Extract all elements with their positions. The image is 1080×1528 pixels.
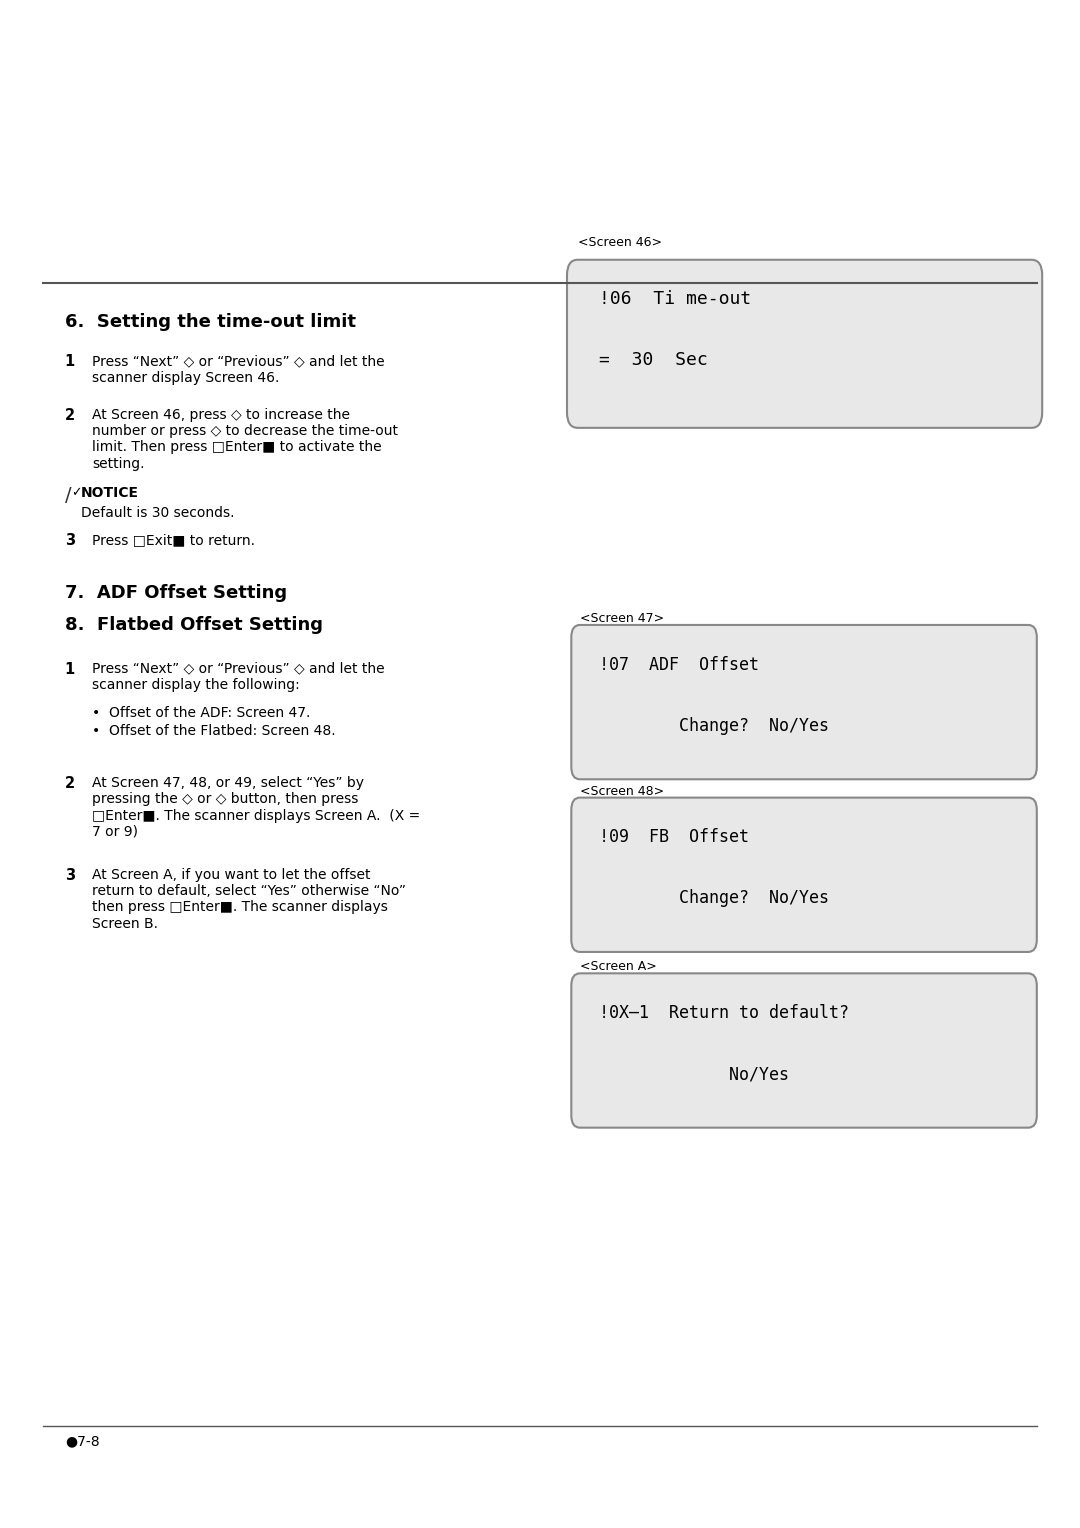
Text: !07  ADF  Offset: !07 ADF Offset bbox=[599, 656, 759, 674]
Text: 6.  Setting the time-out limit: 6. Setting the time-out limit bbox=[65, 313, 355, 332]
Text: ●7-8: ●7-8 bbox=[65, 1435, 99, 1449]
Text: <Screen 46>: <Screen 46> bbox=[578, 235, 662, 249]
Text: 3: 3 bbox=[65, 868, 75, 883]
Text: !09  FB  Offset: !09 FB Offset bbox=[599, 828, 750, 847]
Text: Change?  No/Yes: Change? No/Yes bbox=[599, 889, 829, 908]
Text: !06  Ti me-out: !06 Ti me-out bbox=[599, 290, 752, 309]
Text: Press “Next” ◇ or “Previous” ◇ and let the
scanner display Screen 46.: Press “Next” ◇ or “Previous” ◇ and let t… bbox=[92, 354, 384, 385]
Text: <Screen A>: <Screen A> bbox=[580, 960, 657, 973]
Text: 3: 3 bbox=[65, 533, 75, 549]
Text: Press □Exit■ to return.: Press □Exit■ to return. bbox=[92, 533, 255, 547]
Text: •  Offset of the Flatbed: Screen 48.: • Offset of the Flatbed: Screen 48. bbox=[92, 724, 336, 738]
Text: 2: 2 bbox=[65, 776, 75, 792]
Text: Press “Next” ◇ or “Previous” ◇ and let the
scanner display the following:: Press “Next” ◇ or “Previous” ◇ and let t… bbox=[92, 662, 384, 692]
Text: =  30  Sec: = 30 Sec bbox=[599, 351, 708, 370]
Text: NOTICE: NOTICE bbox=[81, 486, 139, 500]
FancyBboxPatch shape bbox=[571, 625, 1037, 779]
Text: At Screen A, if you want to let the offset
return to default, select “Yes” other: At Screen A, if you want to let the offs… bbox=[92, 868, 406, 931]
Text: 1: 1 bbox=[65, 662, 75, 677]
Text: 2: 2 bbox=[65, 408, 75, 423]
Text: <Screen 48>: <Screen 48> bbox=[580, 784, 664, 798]
Text: Change?  No/Yes: Change? No/Yes bbox=[599, 717, 829, 735]
Text: •  Offset of the ADF: Screen 47.: • Offset of the ADF: Screen 47. bbox=[92, 706, 310, 720]
Text: 7.  ADF Offset Setting: 7. ADF Offset Setting bbox=[65, 584, 287, 602]
Text: /: / bbox=[65, 486, 71, 504]
Text: At Screen 46, press ◇ to increase the
number or press ◇ to decrease the time-out: At Screen 46, press ◇ to increase the nu… bbox=[92, 408, 397, 471]
FancyBboxPatch shape bbox=[567, 260, 1042, 428]
Text: ✓: ✓ bbox=[71, 486, 82, 500]
Text: 8.  Flatbed Offset Setting: 8. Flatbed Offset Setting bbox=[65, 616, 323, 634]
Text: 1: 1 bbox=[65, 354, 75, 370]
FancyBboxPatch shape bbox=[571, 973, 1037, 1128]
FancyBboxPatch shape bbox=[571, 798, 1037, 952]
Text: At Screen 47, 48, or 49, select “Yes” by
pressing the ◇ or ◇ button, then press
: At Screen 47, 48, or 49, select “Yes” by… bbox=[92, 776, 420, 839]
Text: !0X–1  Return to default?: !0X–1 Return to default? bbox=[599, 1004, 849, 1022]
Text: Default is 30 seconds.: Default is 30 seconds. bbox=[81, 506, 234, 520]
Text: <Screen 47>: <Screen 47> bbox=[580, 611, 664, 625]
Text: No/Yes: No/Yes bbox=[599, 1065, 789, 1083]
